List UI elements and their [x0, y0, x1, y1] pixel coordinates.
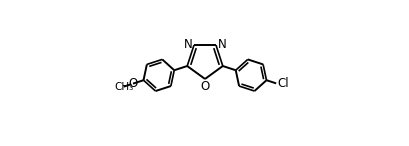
Text: N: N [183, 38, 192, 51]
Text: CH₃: CH₃ [114, 82, 133, 92]
Text: N: N [217, 38, 226, 51]
Text: O: O [128, 77, 137, 90]
Text: O: O [200, 80, 209, 93]
Text: Cl: Cl [277, 77, 288, 90]
